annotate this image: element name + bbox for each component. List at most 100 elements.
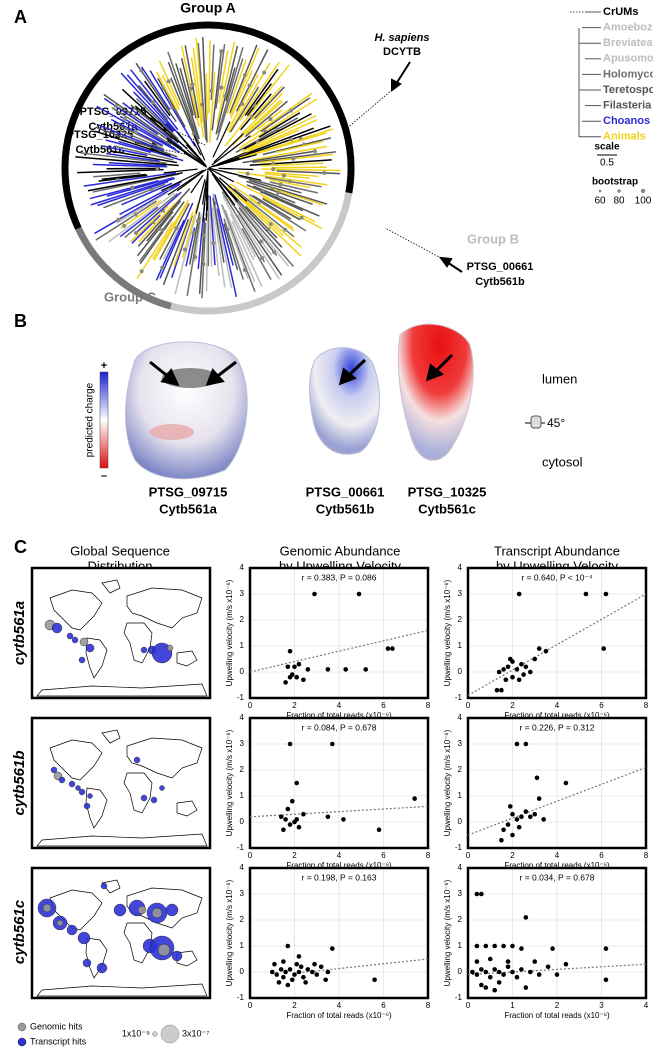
arrow (346, 358, 367, 378)
point (505, 822, 511, 827)
branch (238, 210, 273, 256)
taxon-label: Animals (603, 131, 646, 143)
bootstrap-dot (259, 239, 264, 244)
branch (186, 217, 201, 296)
arrow (446, 261, 463, 273)
point (563, 961, 569, 967)
rotation-icon (525, 415, 545, 429)
branch (212, 121, 231, 158)
branch (276, 170, 341, 175)
branch (106, 176, 174, 197)
branch (235, 117, 299, 154)
x-tick-label: 0 (248, 1001, 253, 1010)
bootstrap-value: 100 (635, 196, 652, 207)
branch (173, 211, 194, 267)
branch (131, 214, 161, 244)
branch (220, 204, 249, 279)
branch (257, 153, 333, 164)
branch (229, 86, 260, 133)
branch (108, 162, 167, 167)
x-tick-label: 8 (426, 1001, 431, 1010)
branch (237, 171, 328, 186)
bootstrap-dot (155, 166, 160, 171)
point (483, 985, 489, 990)
branch (238, 129, 300, 156)
branch (116, 123, 163, 148)
transcript-hit (140, 646, 148, 654)
branch (244, 68, 279, 116)
protein-surface (397, 323, 474, 461)
point (294, 961, 300, 967)
branch (202, 37, 208, 143)
x-axis-label: Fraction of total reads (x10⁻⁶) (504, 1011, 610, 1020)
branch (226, 185, 302, 257)
point (283, 680, 288, 685)
map-frame (30, 716, 212, 850)
bootstrap-dot (211, 241, 216, 246)
group-label: Group B (467, 231, 519, 246)
point (514, 974, 520, 980)
point (305, 967, 311, 972)
point (325, 814, 331, 820)
point (343, 667, 348, 672)
y-tick-label: 3 (240, 589, 245, 598)
point (523, 664, 529, 670)
branch (275, 140, 324, 154)
branch (153, 201, 189, 261)
bootstrap-dot (272, 250, 277, 255)
transcript-hit (100, 882, 108, 890)
y-tick-label: 0 (458, 667, 463, 676)
y-tick-label: 0 (458, 817, 463, 826)
point (412, 796, 417, 801)
x-tick-label: 6 (381, 701, 386, 710)
protein-name: Cytb561c (418, 501, 476, 516)
point (278, 814, 284, 820)
branch (248, 197, 295, 232)
bootstrap-dot (281, 173, 286, 178)
branch (120, 72, 175, 132)
protein-surface (125, 341, 248, 480)
point (292, 664, 297, 670)
branch (159, 202, 194, 279)
x-tick-label: 6 (381, 1001, 386, 1010)
bootstrap-dot (133, 212, 138, 217)
point (301, 677, 306, 683)
point (312, 591, 317, 597)
branch (264, 176, 322, 188)
point (492, 987, 498, 993)
branch (208, 167, 238, 176)
point (294, 674, 300, 680)
plot-border (466, 716, 648, 850)
transcript-hit (85, 643, 95, 653)
branch (233, 198, 290, 267)
branch (244, 100, 288, 138)
point (516, 591, 522, 597)
genomic-hit (166, 644, 174, 652)
y-tick-label: 1 (458, 941, 463, 950)
branch (212, 193, 233, 289)
bootstrap-dot (240, 102, 245, 107)
point (285, 664, 291, 670)
point (532, 811, 538, 817)
branch (229, 183, 294, 229)
branch (126, 74, 187, 143)
point (272, 961, 277, 967)
y-axis-label: Upwelling velocity (m/s x10⁻⁶) (443, 879, 452, 986)
y-tick-label: 0 (240, 667, 245, 676)
branch (217, 47, 244, 134)
x-axis-label: Fraction of total reads (x10⁻⁶) (286, 711, 392, 720)
point (523, 985, 529, 990)
column-header: Genomic Abundance (280, 543, 401, 558)
genomic-hit (137, 905, 147, 915)
branch (261, 162, 324, 167)
column-header: Global Sequence (70, 543, 170, 558)
x-axis-label: Fraction of total reads (x10⁻⁶) (286, 861, 392, 870)
taxon-label: Amoebozoa (603, 22, 653, 34)
branch (108, 192, 175, 243)
y-tick-label: 3 (458, 589, 463, 598)
branch (229, 44, 258, 114)
branch (97, 180, 169, 207)
branch (227, 190, 295, 267)
